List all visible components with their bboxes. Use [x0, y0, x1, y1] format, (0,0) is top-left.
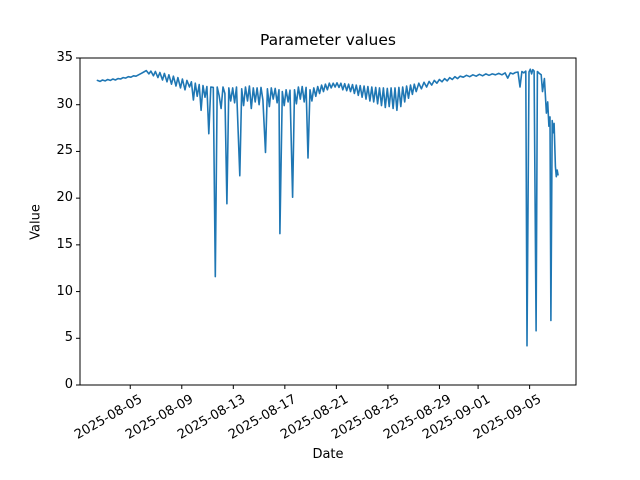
y-tick-label: 15: [56, 236, 73, 252]
y-tick-label: 0: [64, 377, 73, 392]
y-tick-label: 25: [56, 143, 73, 159]
chart-title: Parameter values: [260, 31, 396, 49]
y-tick-label: 35: [56, 50, 73, 65]
y-tick-label: 20: [56, 190, 73, 206]
axes-spines: [79, 57, 577, 386]
x-axis-label: Date: [312, 447, 344, 462]
y-tick-label: 30: [56, 96, 73, 112]
y-axis-label: Value: [28, 204, 44, 240]
y-tick-label: 10: [56, 283, 73, 299]
data-line: [96, 68, 559, 347]
y-tick-label: 5: [64, 330, 73, 346]
